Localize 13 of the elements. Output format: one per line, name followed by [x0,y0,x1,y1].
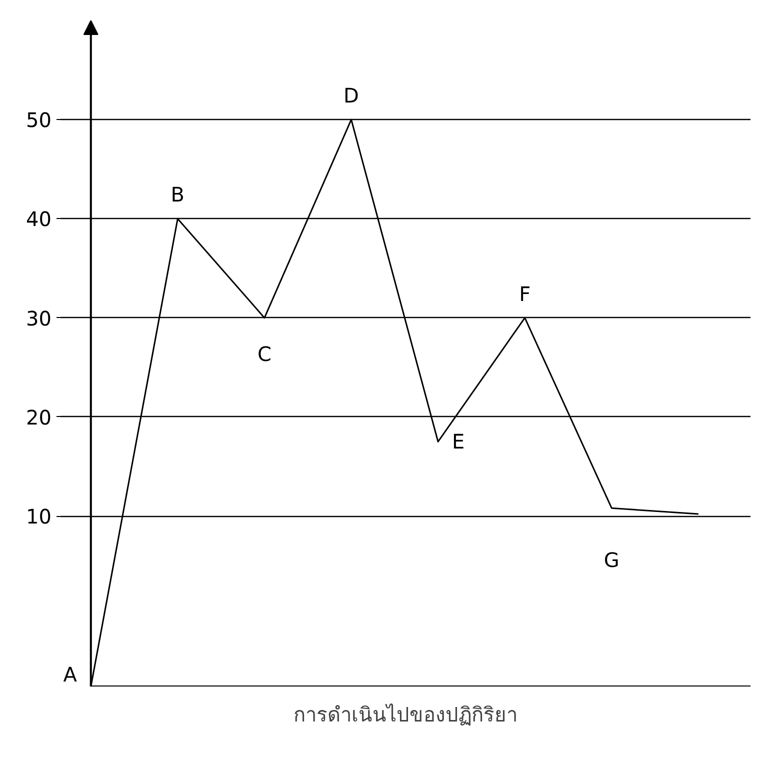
annotation: G [604,548,620,572]
x-axis-title: การดำเนินไปของปฏิกิริยา [294,702,518,726]
y-tick-label: 50 [26,108,52,132]
y-tick-label: 10 [26,504,52,529]
annotation: E [452,430,465,454]
y-tick-label: 20 [26,405,52,430]
y-tick-label: 30 [26,306,52,330]
annotation: A [63,662,78,686]
annotation: C [257,342,272,366]
annotation: F [519,282,531,306]
y-tick-label: 40 [26,207,52,232]
annotation: B [170,182,185,207]
annotation: D [344,84,359,108]
